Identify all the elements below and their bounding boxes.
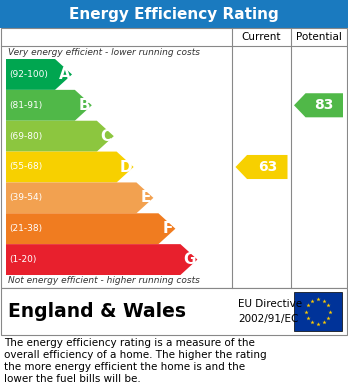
Text: (69-80): (69-80) (9, 132, 42, 141)
Polygon shape (236, 155, 287, 179)
Polygon shape (6, 121, 114, 152)
Polygon shape (6, 183, 153, 213)
Polygon shape (6, 152, 134, 183)
Text: the more energy efficient the home is and the: the more energy efficient the home is an… (4, 362, 245, 372)
Text: (1-20): (1-20) (9, 255, 37, 264)
Text: (92-100): (92-100) (9, 70, 48, 79)
Text: (21-38): (21-38) (9, 224, 42, 233)
Polygon shape (6, 244, 197, 275)
Text: C: C (101, 129, 112, 143)
Text: lower the fuel bills will be.: lower the fuel bills will be. (4, 374, 141, 384)
Polygon shape (6, 90, 92, 121)
Text: EU Directive: EU Directive (238, 299, 302, 309)
FancyBboxPatch shape (0, 0, 348, 28)
Text: England & Wales: England & Wales (8, 302, 186, 321)
FancyBboxPatch shape (294, 292, 342, 331)
Polygon shape (6, 213, 175, 244)
FancyBboxPatch shape (1, 288, 347, 335)
Text: (81-91): (81-91) (9, 101, 42, 110)
Text: Very energy efficient - lower running costs: Very energy efficient - lower running co… (8, 48, 200, 57)
Text: G: G (183, 252, 196, 267)
Text: 83: 83 (314, 98, 333, 112)
Polygon shape (6, 59, 72, 90)
Text: Potential: Potential (295, 32, 341, 42)
Polygon shape (294, 93, 343, 117)
Text: 63: 63 (258, 160, 277, 174)
Text: (39-54): (39-54) (9, 194, 42, 203)
Text: (55-68): (55-68) (9, 163, 42, 172)
Text: D: D (120, 160, 132, 174)
Text: A: A (58, 67, 70, 82)
Text: B: B (78, 98, 90, 113)
Text: E: E (141, 190, 151, 205)
Text: 2002/91/EC: 2002/91/EC (238, 314, 298, 324)
FancyBboxPatch shape (1, 28, 347, 288)
Text: F: F (163, 221, 173, 236)
Text: The energy efficiency rating is a measure of the: The energy efficiency rating is a measur… (4, 338, 255, 348)
Text: Not energy efficient - higher running costs: Not energy efficient - higher running co… (8, 276, 200, 285)
Text: overall efficiency of a home. The higher the rating: overall efficiency of a home. The higher… (4, 350, 267, 360)
Text: Current: Current (242, 32, 281, 42)
Text: Energy Efficiency Rating: Energy Efficiency Rating (69, 7, 279, 22)
